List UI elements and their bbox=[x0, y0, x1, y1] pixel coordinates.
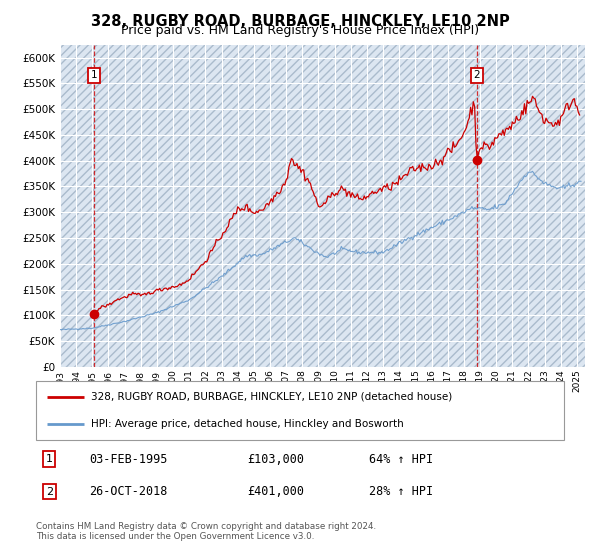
Text: 1: 1 bbox=[91, 71, 97, 81]
Text: Contains HM Land Registry data © Crown copyright and database right 2024.
This d: Contains HM Land Registry data © Crown c… bbox=[36, 522, 376, 542]
Text: 26-OCT-2018: 26-OCT-2018 bbox=[89, 485, 167, 498]
FancyBboxPatch shape bbox=[36, 381, 564, 440]
Text: £103,000: £103,000 bbox=[247, 452, 304, 465]
Text: £401,000: £401,000 bbox=[247, 485, 304, 498]
Text: 2: 2 bbox=[473, 71, 480, 81]
Text: 64% ↑ HPI: 64% ↑ HPI bbox=[368, 452, 433, 465]
Text: 328, RUGBY ROAD, BURBAGE, HINCKLEY, LE10 2NP: 328, RUGBY ROAD, BURBAGE, HINCKLEY, LE10… bbox=[91, 14, 509, 29]
Text: 1: 1 bbox=[46, 454, 53, 464]
Text: Price paid vs. HM Land Registry's House Price Index (HPI): Price paid vs. HM Land Registry's House … bbox=[121, 24, 479, 37]
Text: 328, RUGBY ROAD, BURBAGE, HINCKLEY, LE10 2NP (detached house): 328, RUGBY ROAD, BURBAGE, HINCKLEY, LE10… bbox=[91, 391, 452, 402]
Text: HPI: Average price, detached house, Hinckley and Bosworth: HPI: Average price, detached house, Hinc… bbox=[91, 419, 404, 429]
Text: 03-FEB-1995: 03-FEB-1995 bbox=[89, 452, 167, 465]
Text: 2: 2 bbox=[46, 487, 53, 497]
Text: 28% ↑ HPI: 28% ↑ HPI bbox=[368, 485, 433, 498]
